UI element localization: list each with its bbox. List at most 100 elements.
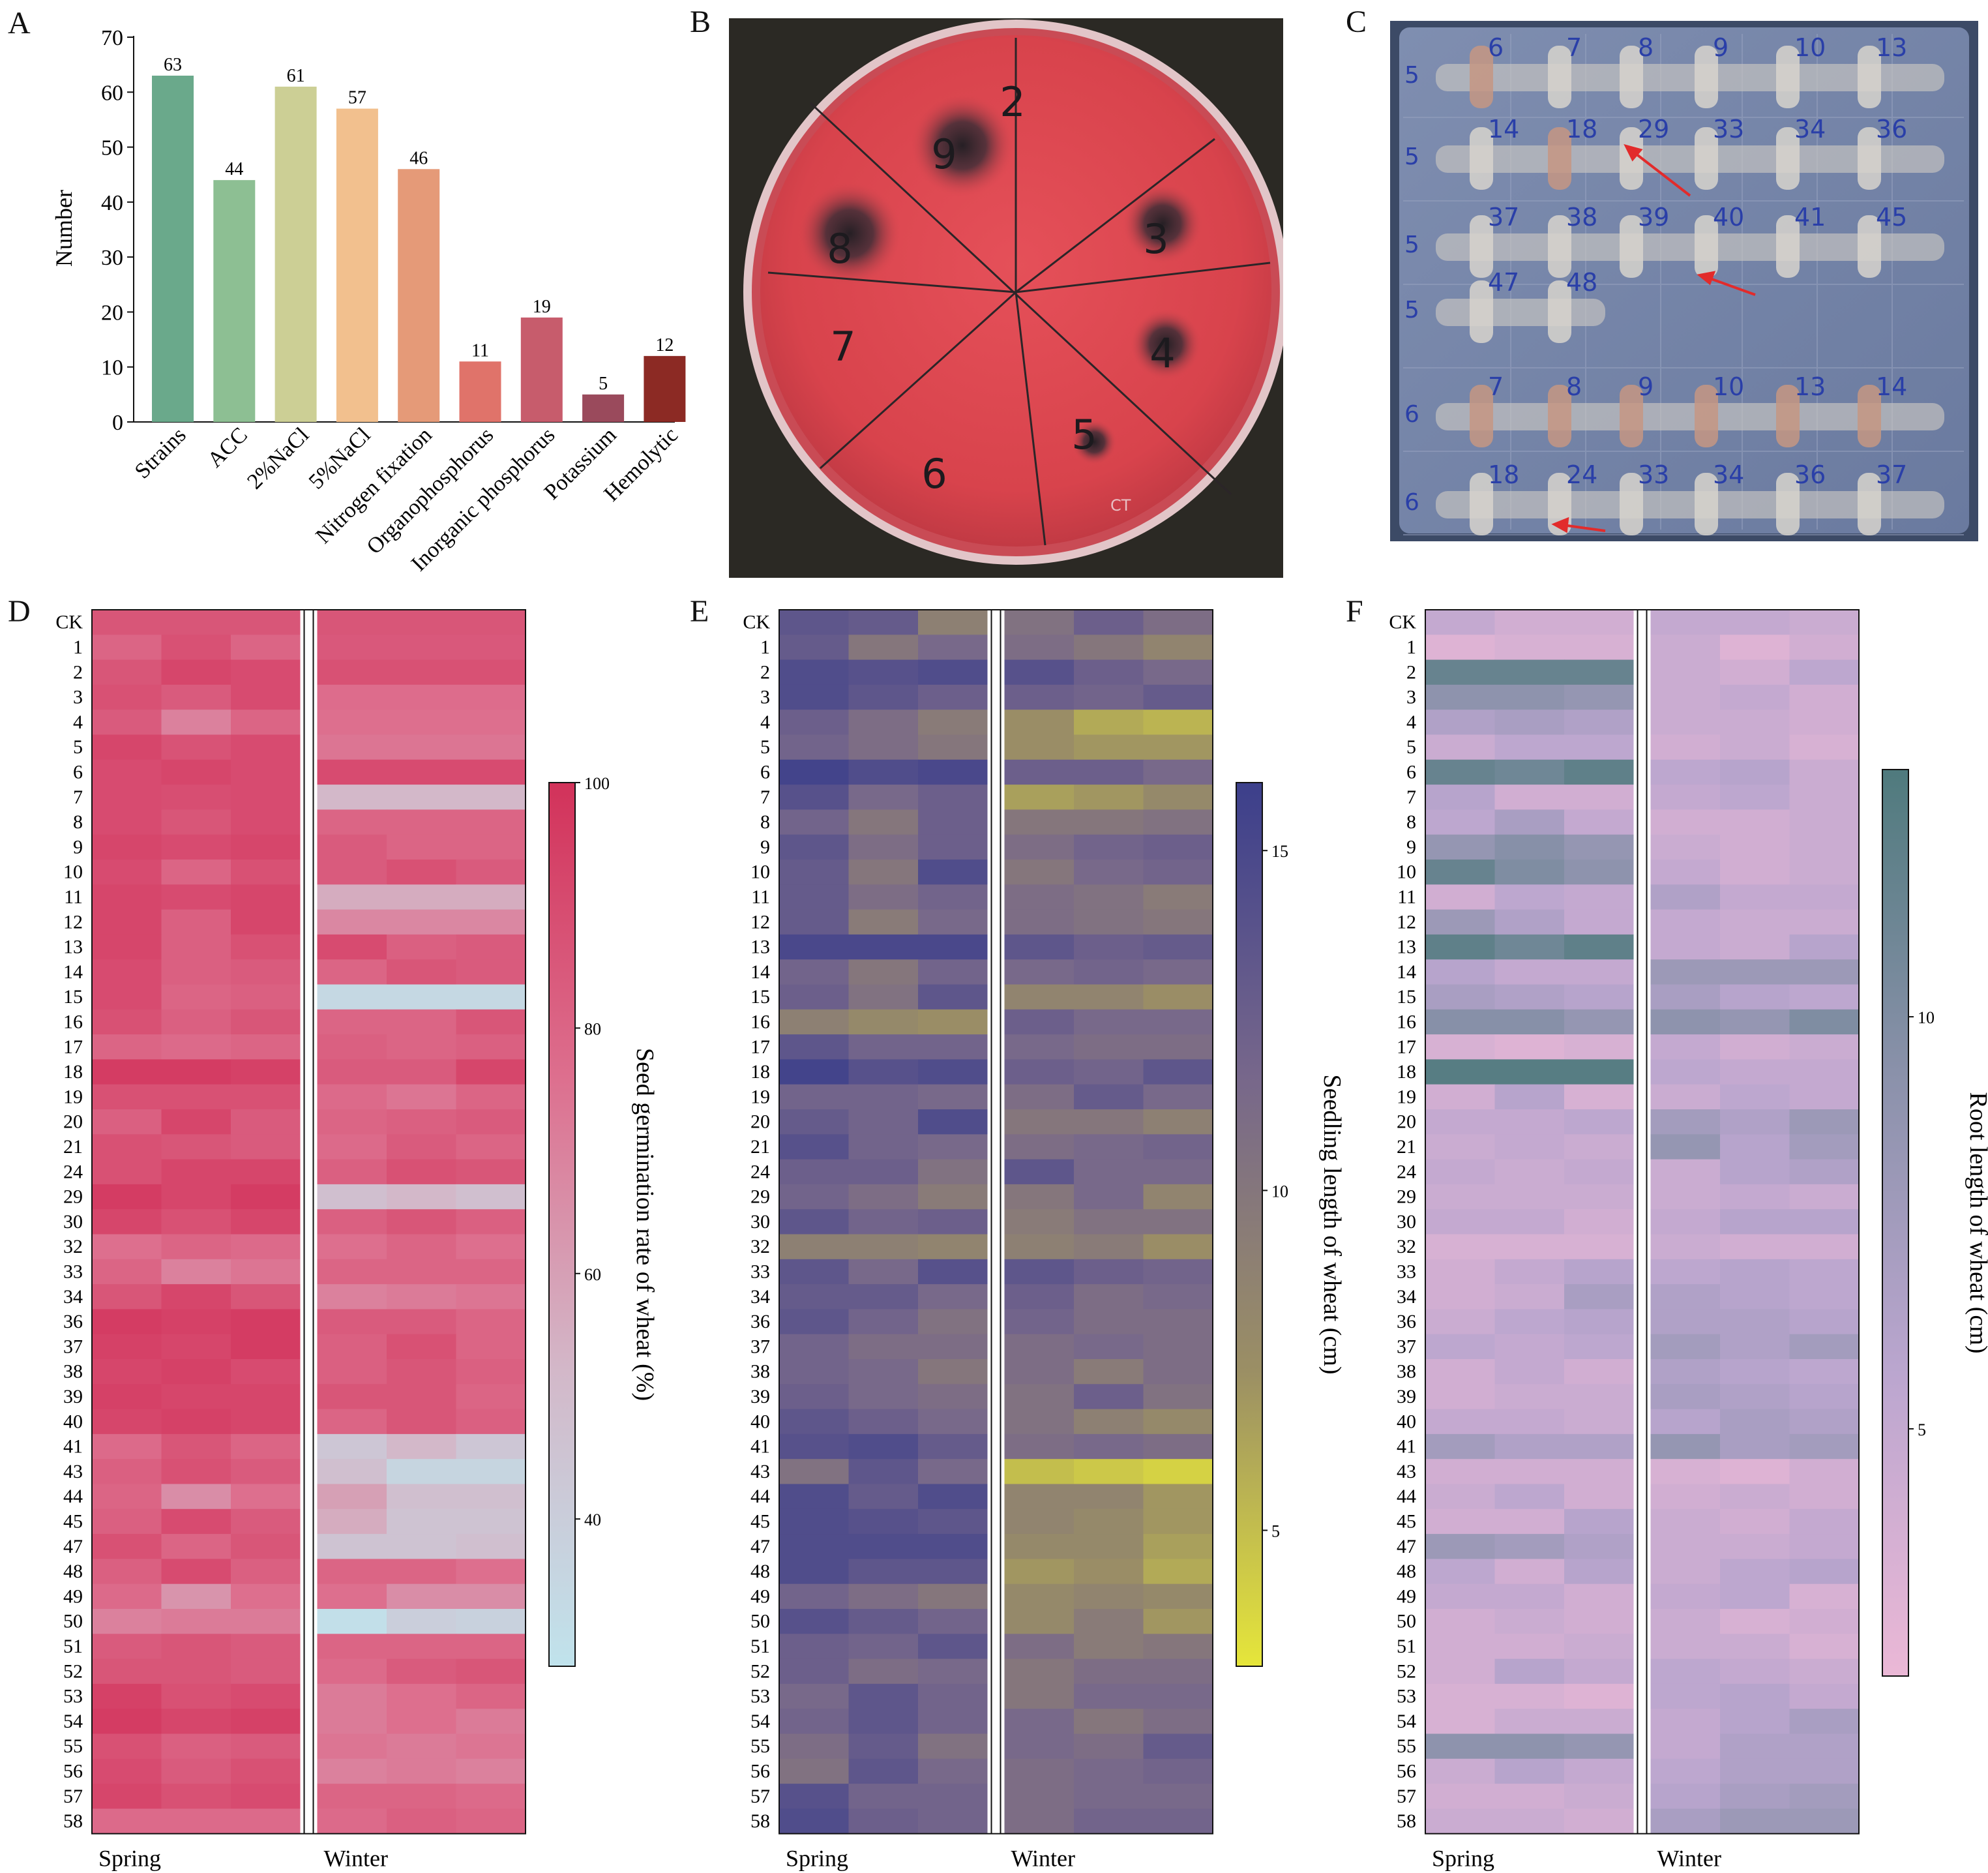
heatmap-cell <box>848 1508 919 1535</box>
row-label: 15 <box>63 986 83 1008</box>
heatmap-cell <box>1425 1134 1496 1160</box>
colony-spot <box>1620 473 1643 535</box>
heatmap-cell <box>1720 684 1790 710</box>
panel-letter-a: A <box>8 6 31 40</box>
row-label: 24 <box>63 1161 83 1182</box>
x-tick-label: Strains <box>130 423 191 483</box>
heatmap-cell <box>1564 809 1635 835</box>
sector-number: 6 <box>921 450 947 498</box>
row-label: 9 <box>760 836 770 858</box>
heatmap-cell <box>1564 1409 1635 1435</box>
heatmap-frame <box>1425 609 1860 1835</box>
colorbar-tick-label: 5 <box>1271 1522 1280 1541</box>
heatmap-cell <box>456 1534 526 1559</box>
heatmap-cell <box>161 984 231 1010</box>
heatmap-cell <box>1425 659 1496 685</box>
row-label: 1 <box>1406 637 1416 658</box>
heatmap-cell <box>317 1359 387 1385</box>
heatmap-cell <box>317 1609 387 1634</box>
row-label: 2 <box>1406 661 1416 683</box>
heatmap-cell <box>1494 834 1565 860</box>
heatmap-cell <box>1004 1459 1075 1485</box>
heatmap-cell <box>231 1159 301 1185</box>
panel-letter-f: F <box>1346 594 1363 629</box>
heatmap-cell <box>1074 659 1144 685</box>
colorbar-label: Root length of wheat (cm) <box>1965 1092 1988 1353</box>
row-label: 18 <box>1397 1061 1416 1083</box>
heatmap-cell <box>848 710 919 736</box>
row-label: 7 <box>760 787 770 808</box>
heatmap-cell <box>1564 1359 1635 1385</box>
heatmap-cell <box>1074 759 1144 785</box>
heatmap-cell <box>1720 1808 1790 1835</box>
row-label: 19 <box>750 1086 770 1107</box>
heatmap-cell <box>779 1409 850 1435</box>
bar <box>274 86 317 422</box>
row-label: 44 <box>63 1486 83 1507</box>
heatmap-cell <box>161 659 231 685</box>
strain-id-label: 18 <box>1566 115 1597 143</box>
heatmap-cell <box>1720 1284 1790 1310</box>
heatmap-cell <box>1004 1583 1075 1610</box>
heatmap-cell <box>918 1359 988 1385</box>
heatmap-cell <box>918 1709 988 1735</box>
heatmap-cell <box>1789 785 1860 810</box>
heatmap-cell <box>1074 1084 1144 1110</box>
colorbar-tick-label: 15 <box>1271 842 1288 861</box>
heatmap-cell <box>1074 1234 1144 1260</box>
heatmap-cell <box>387 1184 457 1210</box>
heatmap-cell <box>918 734 988 760</box>
heatmap-cell <box>1789 834 1860 860</box>
heatmap-cell <box>1425 809 1496 835</box>
heatmap-cell <box>92 1234 162 1260</box>
heatmap-cell <box>1143 1184 1213 1210</box>
row-label: 21 <box>1397 1136 1416 1158</box>
heatmap-cell <box>231 1658 301 1685</box>
strain-id-label: 38 <box>1566 203 1597 232</box>
heatmap-cell <box>317 1109 387 1135</box>
strain-id-label: 47 <box>1488 268 1519 297</box>
heatmap-cell <box>918 610 988 635</box>
heatmap-cell <box>92 1709 162 1735</box>
row-label: 7 <box>1406 787 1416 808</box>
heatmap-cell <box>1494 1634 1565 1660</box>
heatmap-cell <box>918 1484 988 1510</box>
heatmap-cell <box>918 909 988 935</box>
heatmap-cell <box>1074 884 1144 910</box>
heatmap-cell <box>1789 1559 1860 1585</box>
heatmap-cell <box>161 1609 231 1634</box>
heatmap-cell <box>387 1359 457 1385</box>
heatmap-cell <box>1494 1609 1565 1634</box>
heatmap-cell <box>1564 1784 1635 1809</box>
heatmap-cell <box>387 1559 457 1585</box>
heatmap-cell <box>1720 1559 1790 1585</box>
heatmap-cell <box>1494 984 1565 1010</box>
row-label: 13 <box>750 936 770 958</box>
heatmap-cell <box>1650 1733 1721 1760</box>
strain-id-label: 36 <box>1876 115 1907 143</box>
row-label: 11 <box>1397 886 1416 908</box>
heatmap-cell <box>1494 1534 1565 1559</box>
heatmap-cell <box>92 860 162 885</box>
heatmap-cell <box>1425 984 1496 1010</box>
bar-value-label: 63 <box>164 55 182 75</box>
heatmap-cell <box>1143 734 1213 760</box>
heatmap-cell <box>161 1808 231 1835</box>
heatmap-cell <box>1425 1459 1496 1485</box>
heatmap-cell <box>1143 1508 1213 1535</box>
heatmap-cell <box>848 1609 919 1634</box>
heatmap-cell <box>1004 884 1075 910</box>
heatmap-cell <box>92 1134 162 1160</box>
heatmap-cell <box>387 1583 457 1610</box>
heatmap-cell <box>231 1808 301 1835</box>
heatmap-cell <box>1789 1259 1860 1285</box>
heatmap-cell <box>1650 809 1721 835</box>
heatmap-cell <box>317 684 387 710</box>
heatmap-cell <box>1074 984 1144 1010</box>
heatmap-cell <box>1720 1034 1790 1060</box>
heatmap-cell <box>1650 1384 1721 1410</box>
heatmap-cell <box>387 734 457 760</box>
heatmap-cell <box>779 1583 850 1610</box>
heatmap-cell <box>848 1034 919 1060</box>
heatmap-cell <box>1143 1159 1213 1185</box>
